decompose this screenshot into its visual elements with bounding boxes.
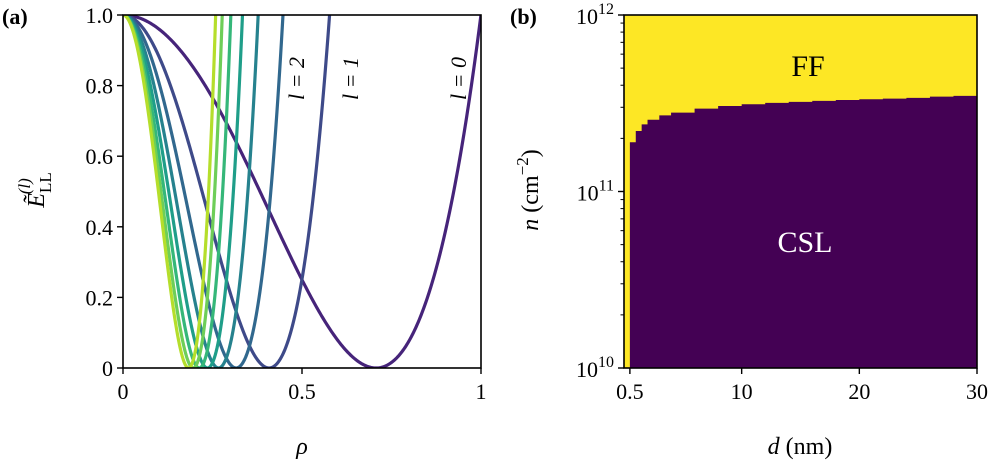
panel-a-ytick-label: 1.0 bbox=[86, 3, 114, 28]
panel-a-xlabel: ρ bbox=[295, 434, 308, 460]
panel-b-xtick-label: 10 bbox=[731, 379, 753, 404]
phase-label-csl: CSL bbox=[777, 226, 832, 259]
panel-b-xlabel-var: d bbox=[768, 434, 781, 460]
panel-a-xtick-label: 0.5 bbox=[288, 379, 316, 404]
panel-b-ylabel: n (cm−2) bbox=[513, 149, 544, 230]
panel-a-frame bbox=[122, 14, 482, 369]
panel-b-ylabel-exp: −2 bbox=[513, 157, 532, 175]
curve-label-l2: l = 2 bbox=[284, 57, 309, 100]
panel-a: (a) ẼLL(l) 0 0.5 1 0 0.2 0.4 0.6 0.8 1.0 l = 2 l… bbox=[2, 3, 487, 460]
panel-a-ylabel-main: Ẽ bbox=[24, 193, 50, 209]
panel-b-ytick-label: 1011 bbox=[577, 178, 614, 206]
curve-l7 bbox=[123, 15, 218, 368]
panel-a-ytick-label: 0.8 bbox=[86, 74, 114, 99]
panel-a-ticks: 0 0.5 1 0 0.2 0.4 0.6 0.8 1.0 bbox=[86, 3, 487, 404]
panel-b-ylabel-unit: (cm bbox=[518, 175, 544, 219]
panel-a-label: (a) bbox=[2, 4, 28, 29]
panel-a-ytick-label: 0.2 bbox=[86, 285, 114, 310]
panel-b-ylabel-var: n bbox=[518, 219, 544, 231]
panel-a-ytick-label: 0.4 bbox=[86, 215, 114, 240]
panel-b-ytick-label: 1010 bbox=[576, 354, 614, 382]
curve-label-l0: l = 0 bbox=[446, 57, 471, 100]
panel-a-ylabel-sup: (l) bbox=[15, 178, 34, 194]
phase-region-csl bbox=[629, 95, 977, 368]
panel-b-ytick-label: 1012 bbox=[576, 1, 614, 29]
panel-b-xlabel-unit: (nm) bbox=[780, 434, 833, 460]
curve-l4 bbox=[123, 15, 245, 368]
panel-a-ylabel-sub: LL bbox=[36, 172, 55, 193]
curve-label-l1: l = 1 bbox=[338, 57, 363, 100]
panel-b-label: (b) bbox=[510, 4, 537, 29]
curve-l1 bbox=[123, 15, 332, 368]
panel-b-frame bbox=[623, 14, 978, 369]
panel-b-xtick-label: 0.5 bbox=[616, 379, 644, 404]
panel-b-xlabel: d (nm) bbox=[768, 434, 833, 460]
phase-label-ff: FF bbox=[791, 50, 824, 83]
svg-text:ẼLL(l): ẼLL(l) bbox=[15, 172, 55, 208]
panel-a-xtick-label: 0 bbox=[118, 379, 129, 404]
panel-a-curves bbox=[123, 15, 481, 368]
panel-b-xtick-label: 20 bbox=[848, 379, 870, 404]
panel-b: (b) n (cm−2) 0.5 10 20 30 1010 1011 1012 FF CS… bbox=[510, 1, 988, 460]
curve-l3 bbox=[123, 15, 260, 368]
panel-b-ylabel-close: ) bbox=[518, 149, 544, 157]
panel-b-xtick-label: 30 bbox=[966, 379, 988, 404]
panel-a-ylabel: ẼLL(l) bbox=[15, 172, 55, 208]
panel-b-ticks: 0.5 10 20 30 1010 1011 1012 bbox=[576, 1, 988, 404]
panel-a-xtick-label: 1 bbox=[476, 379, 487, 404]
panel-a-ytick-label: 0.6 bbox=[86, 144, 114, 169]
panel-a-ytick-label: 0 bbox=[102, 356, 113, 381]
svg-text:n (cm−2): n (cm−2) bbox=[513, 149, 544, 230]
